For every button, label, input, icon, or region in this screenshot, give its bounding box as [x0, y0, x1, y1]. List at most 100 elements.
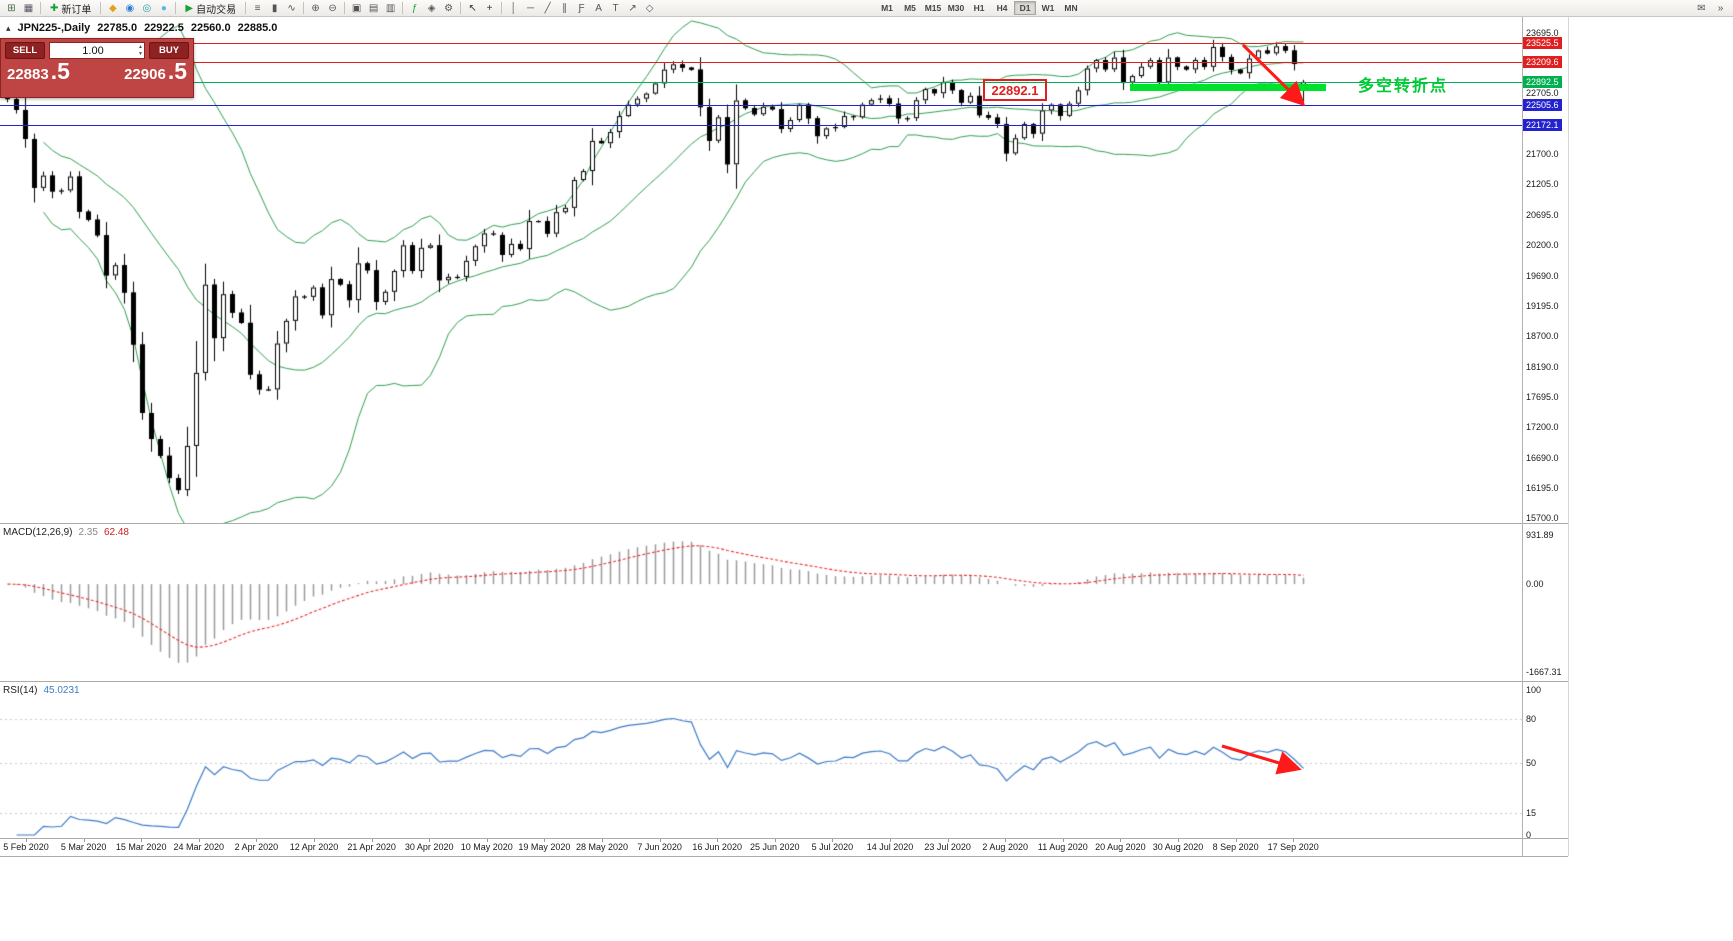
- rsi-down-arrow-annotation[interactable]: [1214, 738, 1314, 784]
- cursor-icon[interactable]: ↖: [468, 2, 477, 14]
- line-chart-icon[interactable]: ∿: [287, 2, 296, 14]
- spinner-up-icon[interactable]: ▲: [138, 44, 143, 50]
- trendline-icon[interactable]: ╱: [544, 2, 551, 14]
- time-axis-tick: [83, 839, 85, 842]
- volume-field[interactable]: 1.00 ▲ ▼: [49, 42, 145, 59]
- price-callout-box[interactable]: 22892.1: [983, 79, 1047, 101]
- autotrading-button[interactable]: ▶ 自动交易: [179, 1, 242, 16]
- arrange-windows-icon[interactable]: ▤: [368, 2, 379, 14]
- timeframe-toolbar: M1 M5 M15 M30 H1 H4 D1 W1 MN: [876, 1, 1082, 15]
- time-axis-tick: [1235, 839, 1237, 842]
- label-icon[interactable]: T: [612, 2, 619, 14]
- buy-button[interactable]: BUY: [149, 42, 189, 59]
- spinner-down-icon[interactable]: ▼: [138, 51, 143, 57]
- tile-windows-icon[interactable]: ▣: [351, 2, 362, 14]
- cascade-windows-icon[interactable]: ▥: [385, 2, 396, 14]
- low-value: 22560.0: [190, 22, 231, 34]
- settings-icon[interactable]: ⚙: [444, 2, 454, 14]
- time-axis-tick: [544, 839, 546, 842]
- timeframe-mn[interactable]: MN: [1064, 3, 1078, 13]
- symbol-period-label: JPN225-,Daily: [17, 22, 91, 34]
- time-axis-tick: [486, 839, 488, 842]
- toolbar-separator: [303, 2, 305, 14]
- community-icon[interactable]: ◉: [125, 2, 135, 14]
- sell-button[interactable]: SELL: [5, 42, 45, 59]
- buy-price-main: 22906: [124, 66, 166, 83]
- time-axis-tick: [774, 839, 776, 842]
- pivot-text-label[interactable]: 多空转折点: [1358, 78, 1449, 95]
- market-icon[interactable]: ◆: [109, 2, 117, 14]
- rsi-axis-label: 80: [1526, 714, 1537, 724]
- trade-panel-prices: 22883 .5 22906 .5: [1, 59, 193, 84]
- rsi-axis-label: 100: [1526, 685, 1542, 695]
- horizontal-line-icon[interactable]: ─: [527, 2, 535, 14]
- date-axis-label: 15 Mar 2020: [115, 842, 167, 852]
- arrows-object-icon[interactable]: ↗: [628, 2, 637, 14]
- high-value: 22922.5: [144, 22, 184, 34]
- timeframe-m1[interactable]: M1: [881, 3, 893, 13]
- timeframe-d1[interactable]: D1: [1014, 1, 1036, 15]
- messages-icon[interactable]: ✉: [1697, 3, 1706, 14]
- blue-level-line[interactable]: [0, 125, 1522, 126]
- toolbar-separator: [402, 2, 404, 14]
- more-tools-icon[interactable]: »: [1717, 3, 1724, 14]
- rsi-panel-splitter[interactable]: [0, 681, 1568, 682]
- one-click-collapse-icon[interactable]: ▴: [6, 22, 11, 33]
- price-axis-label: 22705.0: [1526, 88, 1559, 99]
- main-toolbar: ⊞ ▦ ✚ 新订单 ◆ ◉ ◎ ● ▶ 自动交易 ≡ ▮ ∿ ⊕ ⊖ ▣ ▤ ▥ ƒ ◈ ⚙ ↖ + │ ─ ╱ ∥ Ƒ A T ↗ ◇ M1…: [0, 0, 1733, 17]
- timeframe-h1[interactable]: H1: [973, 3, 985, 13]
- rsi-axis-label: 0: [1526, 830, 1532, 840]
- timeframe-h4[interactable]: H4: [996, 3, 1008, 13]
- new-chart-icon[interactable]: ⊞: [7, 2, 16, 14]
- price-level-badge: 22172.1: [1523, 119, 1562, 132]
- macd-panel-splitter[interactable]: [0, 523, 1568, 524]
- fibonacci-icon[interactable]: Ƒ: [578, 2, 585, 14]
- sell-price[interactable]: 22883 .5: [7, 60, 70, 84]
- sell-price-main: 22883: [7, 66, 49, 83]
- time-axis-tick: [1062, 839, 1064, 842]
- date-axis-label: 11 Aug 2020: [1037, 842, 1088, 852]
- toolbar-right: ✉»: [1693, 1, 1729, 16]
- price-level-badge: 23525.5: [1523, 37, 1562, 50]
- indicators-icon[interactable]: ƒ: [411, 2, 418, 14]
- timeframe-m15[interactable]: M15: [924, 3, 942, 13]
- timeframe-m5[interactable]: M5: [904, 3, 916, 13]
- green-level-line[interactable]: [0, 82, 1522, 83]
- text-icon[interactable]: A: [595, 2, 602, 14]
- volume-spinner[interactable]: ▲ ▼: [138, 44, 143, 58]
- signals-icon[interactable]: ◎: [142, 2, 152, 14]
- time-axis-tick: [1005, 839, 1007, 842]
- bars-chart-icon[interactable]: ≡: [254, 2, 261, 14]
- chart-window-right-border: [1568, 17, 1569, 856]
- candles-chart-icon[interactable]: ▮: [271, 2, 278, 14]
- crosshair-icon[interactable]: +: [486, 2, 493, 14]
- price-scale-border: [1522, 17, 1523, 856]
- red-level-line[interactable]: [0, 43, 1522, 44]
- pivot-highlight-line[interactable]: [1130, 84, 1326, 91]
- price-down-arrow-annotation[interactable]: [1235, 38, 1327, 120]
- macd-panel-canvas[interactable]: [0, 524, 1522, 681]
- new-order-button[interactable]: ✚ 新订单: [44, 1, 97, 16]
- toolbar-separator: [344, 2, 346, 14]
- price-axis-label: 19690.0: [1526, 270, 1559, 281]
- price-level-badge: 22505.6: [1523, 99, 1562, 112]
- vertical-line-icon[interactable]: │: [510, 2, 517, 14]
- objects-icon[interactable]: ◈: [427, 2, 436, 14]
- date-axis-label: 2 Aug 2020: [982, 842, 1028, 852]
- time-axis-tick: [314, 839, 315, 842]
- vps-icon[interactable]: ●: [160, 2, 167, 14]
- shapes-icon[interactable]: ◇: [645, 2, 654, 14]
- timeframe-w1[interactable]: W1: [1041, 3, 1055, 13]
- zoom-out-icon[interactable]: ⊖: [328, 2, 337, 14]
- timeframe-m30[interactable]: M30: [947, 3, 965, 13]
- channel-icon[interactable]: ∥: [562, 2, 568, 14]
- zoom-in-icon[interactable]: ⊕: [311, 2, 320, 14]
- buy-price[interactable]: 22906 .5: [124, 60, 187, 84]
- price-chart-canvas[interactable]: [0, 17, 1522, 523]
- time-axis-tick: [832, 839, 834, 842]
- rsi-axis-label: 50: [1526, 757, 1537, 768]
- blue-level-line[interactable]: [0, 105, 1522, 106]
- macd-header: MACD(12,26,9) 2.35 62.48: [3, 527, 129, 538]
- red-level-line[interactable]: [0, 62, 1522, 63]
- chart-profiles-icon[interactable]: ▦: [23, 2, 34, 14]
